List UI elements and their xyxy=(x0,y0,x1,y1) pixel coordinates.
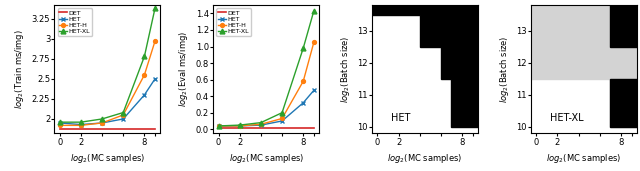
HET xyxy=(98,122,106,124)
Y-axis label: $log_2$(Batch size): $log_2$(Batch size) xyxy=(339,36,352,103)
HET-H xyxy=(236,125,244,127)
HET-XL xyxy=(77,121,84,123)
X-axis label: $log_2$(MC samples): $log_2$(MC samples) xyxy=(387,152,463,165)
Polygon shape xyxy=(611,5,637,47)
HET xyxy=(310,89,317,91)
HET-XL xyxy=(236,124,244,126)
X-axis label: $log_2$(MC samples): $log_2$(MC samples) xyxy=(547,152,621,165)
HET-H xyxy=(257,123,265,125)
HET xyxy=(300,102,307,104)
HET xyxy=(77,123,84,126)
DET xyxy=(257,127,265,129)
Line: HET: HET xyxy=(216,88,316,128)
HET-XL xyxy=(141,55,148,57)
HET-XL xyxy=(151,7,159,9)
Polygon shape xyxy=(531,5,611,47)
DET xyxy=(120,128,127,130)
HET-H xyxy=(214,125,222,127)
HET xyxy=(214,125,222,127)
Line: HET-XL: HET-XL xyxy=(57,6,157,125)
HET xyxy=(56,122,63,124)
Y-axis label: $log_2$(Eval ms/img): $log_2$(Eval ms/img) xyxy=(177,31,190,107)
Y-axis label: $log_2$(Train ms/img): $log_2$(Train ms/img) xyxy=(13,29,26,109)
HET-H xyxy=(310,41,317,43)
DET xyxy=(214,127,222,129)
DET xyxy=(56,128,63,130)
Polygon shape xyxy=(372,5,478,127)
DET xyxy=(278,127,286,129)
DET xyxy=(236,127,244,129)
DET xyxy=(151,128,159,130)
Line: HET-XL: HET-XL xyxy=(216,9,316,128)
DET xyxy=(77,128,84,130)
HET-H xyxy=(56,124,63,126)
HET-H xyxy=(278,117,286,120)
DET xyxy=(141,128,148,130)
HET-H xyxy=(151,40,159,42)
HET-H xyxy=(98,122,106,124)
Y-axis label: $log_2$(Batch size): $log_2$(Batch size) xyxy=(497,36,511,103)
HET xyxy=(151,78,159,80)
HET-H xyxy=(77,124,84,126)
HET-XL xyxy=(98,118,106,120)
HET-H xyxy=(120,114,127,116)
HET-H xyxy=(141,74,148,76)
HET-XL xyxy=(56,121,63,123)
HET-XL xyxy=(310,10,317,12)
DET xyxy=(310,127,317,129)
HET xyxy=(278,120,286,122)
HET-XL xyxy=(214,125,222,127)
X-axis label: $log_2$(MC samples): $log_2$(MC samples) xyxy=(70,152,145,165)
DET xyxy=(98,128,106,130)
HET-XL xyxy=(300,47,307,49)
DET xyxy=(300,127,307,129)
Line: HET-H: HET-H xyxy=(58,39,157,127)
Polygon shape xyxy=(611,79,637,127)
Line: HET: HET xyxy=(57,76,157,127)
Line: HET-H: HET-H xyxy=(216,40,316,128)
Text: HET-XL: HET-XL xyxy=(550,113,584,123)
HET-XL xyxy=(257,122,265,124)
HET xyxy=(236,125,244,127)
HET-H xyxy=(300,80,307,82)
HET-XL xyxy=(278,112,286,114)
Polygon shape xyxy=(531,47,637,79)
HET xyxy=(257,124,265,126)
Legend: DET, HET, HET-H, HET-XL: DET, HET, HET-H, HET-XL xyxy=(58,8,92,36)
X-axis label: $log_2$(MC samples): $log_2$(MC samples) xyxy=(228,152,304,165)
HET-XL xyxy=(120,111,127,114)
HET xyxy=(141,94,148,96)
Polygon shape xyxy=(611,79,637,127)
HET xyxy=(120,118,127,120)
Legend: DET, HET, HET-H, HET-XL: DET, HET, HET-H, HET-XL xyxy=(216,8,251,36)
Text: HET: HET xyxy=(391,113,410,123)
